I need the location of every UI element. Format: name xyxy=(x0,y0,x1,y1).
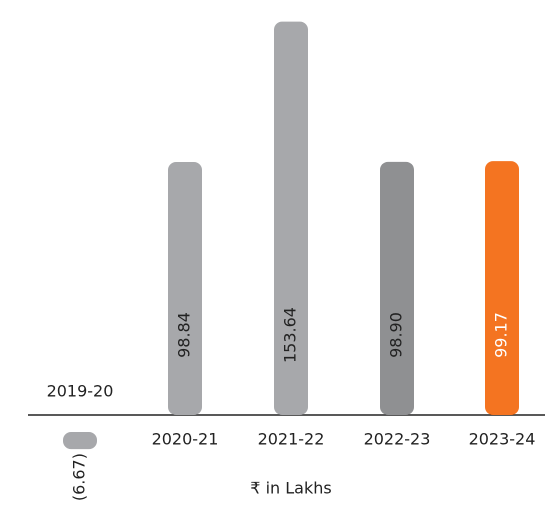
value-label: (6.67) xyxy=(70,453,89,501)
value-label: 99.17 xyxy=(492,312,511,358)
bar xyxy=(168,161,202,415)
bar xyxy=(63,432,97,450)
bar xyxy=(274,21,308,415)
value-label: 153.64 xyxy=(281,307,300,363)
x-tick-label: 2021-22 xyxy=(258,430,325,449)
value-label: 98.90 xyxy=(387,312,406,358)
bar xyxy=(380,161,414,415)
value-label: 98.84 xyxy=(175,312,194,358)
x-tick-label: 2019-20 xyxy=(47,382,114,401)
bar xyxy=(485,161,519,415)
axis-label: ₹ in Lakhs xyxy=(250,479,331,498)
x-tick-label: 2022-23 xyxy=(364,430,431,449)
x-tick-label: 2023-24 xyxy=(469,430,536,449)
x-tick-label: 2020-21 xyxy=(152,430,219,449)
